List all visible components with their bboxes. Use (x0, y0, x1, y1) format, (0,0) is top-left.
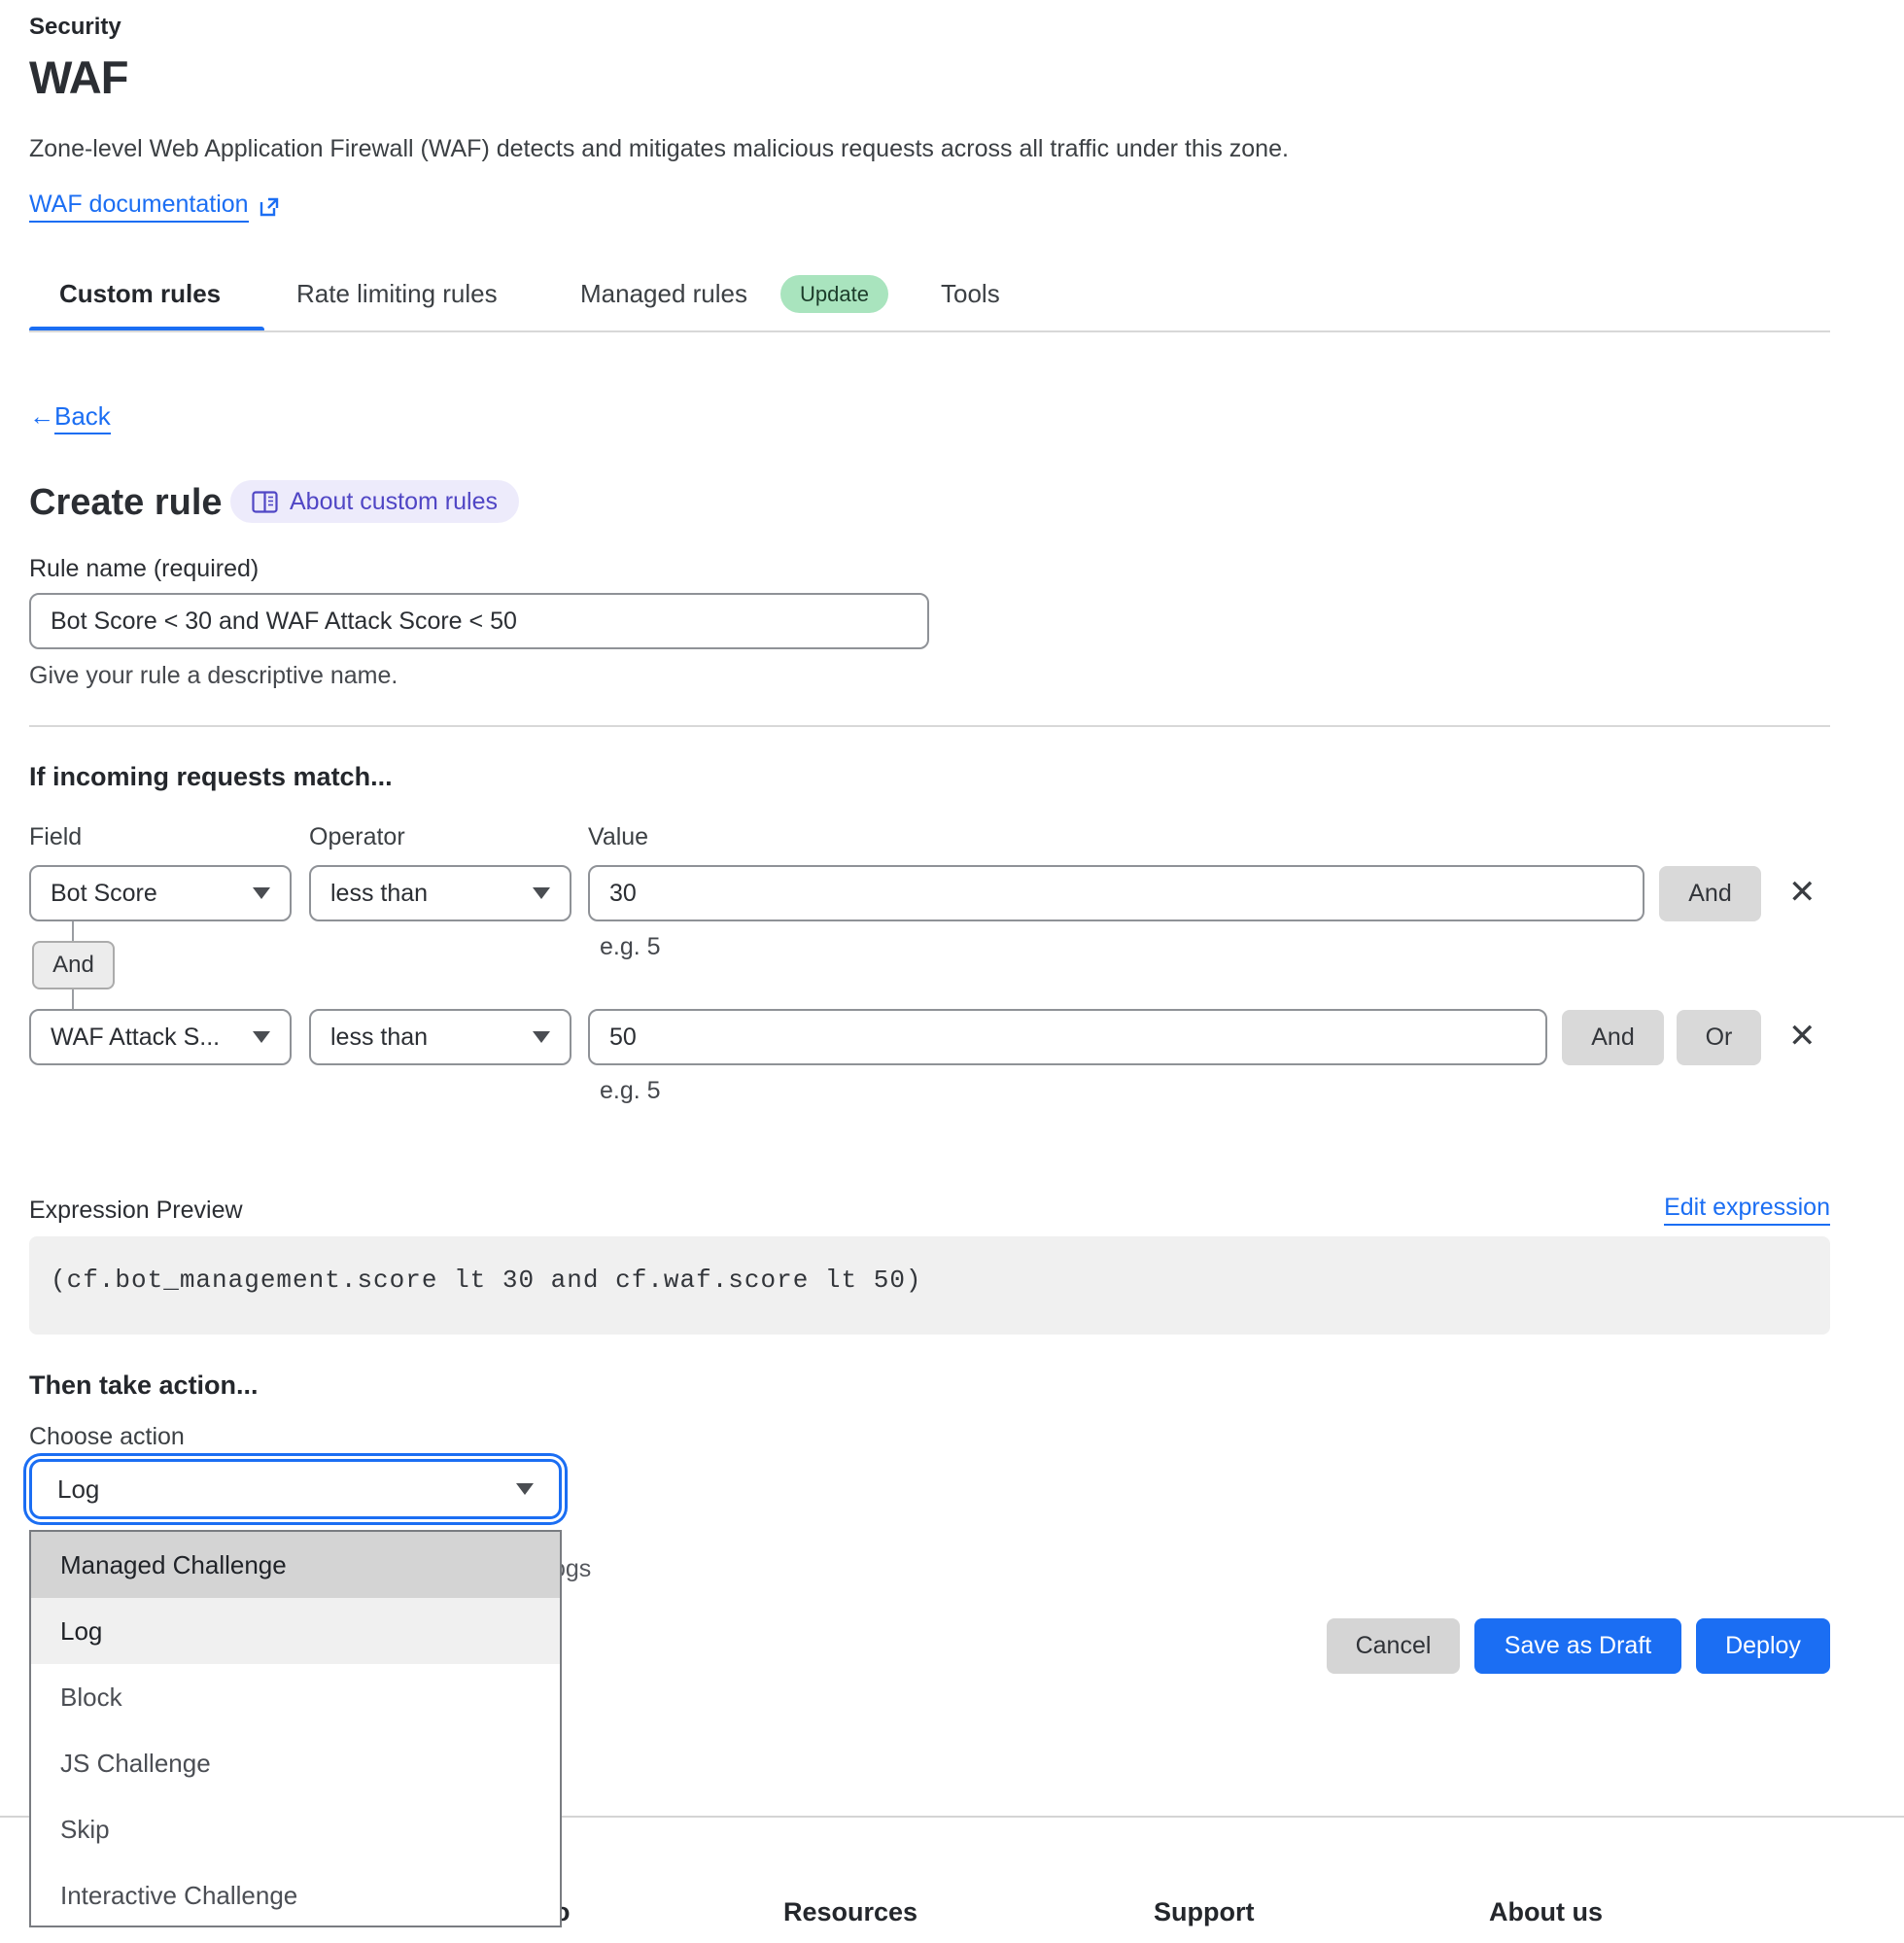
menu-item-log[interactable]: Log (31, 1598, 560, 1664)
menu-item-interactive-challenge[interactable]: Interactive Challenge (60, 1880, 298, 1910)
operator-select-row1-value: less than (330, 879, 429, 907)
tab-custom-rules[interactable]: Custom rules (59, 279, 222, 308)
add-and-condition-button-row2[interactable]: And (1562, 1010, 1664, 1065)
chevron-down-icon (533, 1031, 550, 1043)
tab-managed-rules[interactable]: Managed rules (580, 279, 747, 308)
rule-name-helper: Give your rule a descriptive name. (29, 662, 398, 689)
cancel-button[interactable]: Cancel (1327, 1618, 1460, 1674)
expression-code: (cf.bot_management.score lt 30 and cf.wa… (51, 1266, 922, 1295)
expression-preview-box (29, 1236, 1830, 1335)
section-divider (29, 725, 1830, 727)
value-column-label: Value (588, 823, 649, 850)
rule-name-label: Rule name (required) (29, 555, 260, 582)
chevron-down-icon (516, 1483, 534, 1495)
menu-item-block[interactable]: Block (60, 1682, 122, 1712)
choose-action-label: Choose action (29, 1423, 185, 1450)
menu-item-managed-challenge[interactable]: Managed Challenge (31, 1532, 560, 1598)
back-link[interactable]: ←Back (29, 401, 111, 434)
active-tab-underline (29, 327, 264, 332)
chevron-down-icon (253, 1031, 270, 1043)
action-section-heading: Then take action... (29, 1371, 259, 1400)
close-icon[interactable]: ✕ (1788, 874, 1817, 911)
close-icon[interactable]: ✕ (1788, 1018, 1817, 1055)
about-custom-rules-label: About custom rules (290, 487, 498, 515)
tabs-divider (29, 330, 1830, 332)
create-rule-heading: Create rule (29, 482, 223, 523)
menu-item-js-challenge[interactable]: JS Challenge (60, 1748, 211, 1778)
breadcrumb: Security (29, 14, 121, 40)
footer-heading-about-us: About us (1489, 1897, 1603, 1926)
field-select-row1[interactable]: Bot Score (29, 865, 292, 921)
chevron-down-icon (253, 887, 270, 899)
expression-preview-label: Expression Preview (29, 1197, 243, 1224)
field-select-row2[interactable]: WAF Attack S... (29, 1009, 292, 1065)
save-as-draft-button[interactable]: Save as Draft (1474, 1618, 1681, 1674)
match-section-heading: If incoming requests match... (29, 762, 393, 791)
update-badge: Update (780, 275, 888, 313)
value-input-row2[interactable] (588, 1009, 1547, 1065)
footer-divider (0, 1816, 1904, 1818)
rule-name-input[interactable] (29, 593, 929, 649)
operator-select-row2-value: less than (330, 1023, 429, 1051)
tab-rate-limiting-rules[interactable]: Rate limiting rules (296, 279, 498, 308)
footer-heading-support: Support (1154, 1897, 1255, 1926)
field-select-row2-value: WAF Attack S... (51, 1023, 221, 1051)
external-link-icon (259, 196, 280, 218)
waf-documentation-label: WAF documentation (29, 191, 249, 223)
footer-heading-resources: Resources (783, 1897, 918, 1926)
tab-tools[interactable]: Tools (941, 279, 1000, 308)
add-and-condition-button-row1[interactable]: And (1659, 866, 1761, 921)
add-or-condition-button-row2[interactable]: Or (1677, 1010, 1761, 1065)
choose-action-select[interactable]: Log (29, 1459, 562, 1519)
operator-select-row1[interactable]: less than (309, 865, 571, 921)
page-description: Zone-level Web Application Firewall (WAF… (29, 135, 1289, 162)
page-title: WAF (29, 52, 128, 103)
edit-expression-link[interactable]: Edit expression (1664, 1194, 1830, 1226)
back-arrow-icon: ← (29, 401, 54, 431)
about-custom-rules-badge[interactable]: About custom rules (230, 480, 519, 523)
deploy-button[interactable]: Deploy (1696, 1618, 1830, 1674)
operator-column-label: Operator (309, 823, 405, 850)
choose-action-dropdown: Managed Challenge Log Block JS Challenge… (29, 1530, 562, 1927)
back-label: Back (54, 401, 111, 434)
waf-documentation-link[interactable]: WAF documentation (29, 191, 280, 223)
operator-select-row2[interactable]: less than (309, 1009, 571, 1065)
value-hint-row2: e.g. 5 (600, 1077, 661, 1104)
condition-connector-chip[interactable]: And (32, 941, 115, 989)
value-input-row1[interactable] (588, 865, 1644, 921)
menu-item-skip[interactable]: Skip (60, 1814, 110, 1844)
value-hint-row1: e.g. 5 (600, 933, 661, 960)
field-select-row1-value: Bot Score (51, 879, 157, 907)
chevron-down-icon (533, 887, 550, 899)
book-icon (252, 490, 278, 513)
field-column-label: Field (29, 823, 83, 850)
choose-action-selected-value: Log (57, 1474, 100, 1504)
